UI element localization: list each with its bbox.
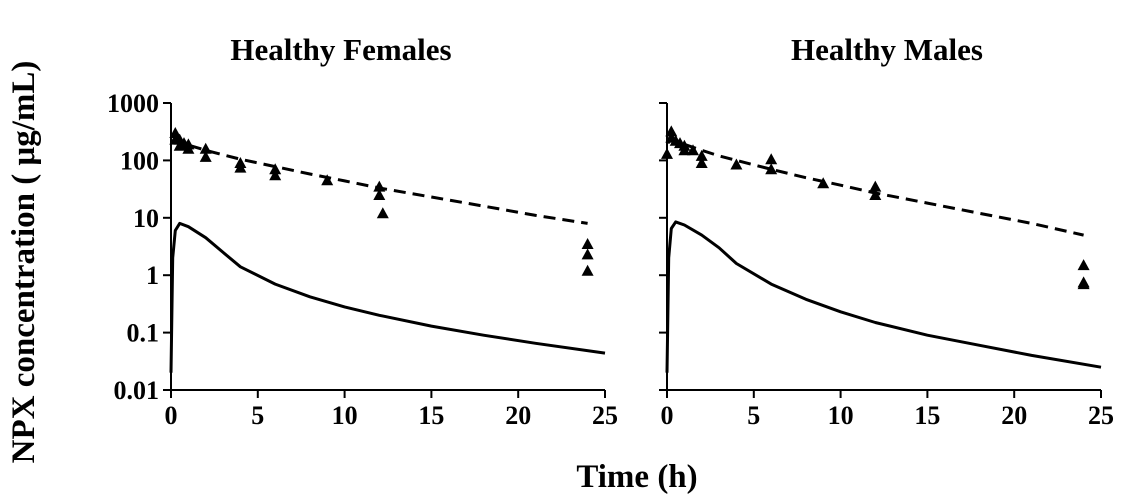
observed-point-marker	[695, 149, 708, 161]
y-tick-label: 0.01	[114, 376, 160, 405]
x-tick-label: 0	[165, 401, 178, 430]
observed-point-marker	[581, 238, 594, 249]
observed-point-marker	[581, 248, 594, 260]
observed-point-marker	[817, 177, 830, 189]
observed-point-marker	[581, 264, 594, 276]
y-tick-label: 1000	[107, 89, 159, 118]
observed-point-marker	[234, 161, 247, 173]
observed-point-marker	[169, 127, 182, 138]
x-tick-label: 5	[747, 401, 760, 430]
x-tick-label: 15	[914, 401, 940, 430]
dashed-curve-line	[666, 138, 1084, 237]
x-tick-label: 5	[251, 401, 264, 430]
chart-marks: 0 5 10 15 20 25 0.01 0.1 1 10 100 1000	[107, 89, 618, 430]
x-tick-label: 25	[1088, 401, 1114, 430]
observed-point-marker	[665, 125, 678, 137]
x-tick-label: 0	[661, 401, 674, 430]
panel-title: Healthy Males	[791, 32, 983, 67]
x-tick-label: 15	[418, 401, 444, 430]
y-tick-label: 1	[146, 261, 159, 290]
y-tick-label: 10	[133, 204, 159, 233]
observed-point-marker	[869, 180, 882, 192]
x-tick-label: 20	[505, 401, 531, 430]
observed-point-marker	[687, 144, 699, 156]
observed-point-marker	[182, 142, 195, 154]
observed-point-marker	[199, 150, 212, 162]
y-axis-label: NPX concentration ( μg/mL)	[6, 61, 42, 464]
observed-point-marker	[373, 180, 386, 192]
observed-point-marker	[661, 147, 673, 159]
x-tick-label: 25	[592, 401, 618, 430]
chart-marks: 0 5 10 15 20 25	[659, 102, 1114, 430]
observed-point-marker	[376, 207, 389, 219]
x-tick-label: 10	[332, 401, 358, 430]
y-tick-label: 0.1	[127, 319, 160, 348]
observed-point-marker	[321, 174, 334, 186]
solid-curve-line	[665, 220, 1102, 373]
observed-point-marker	[269, 163, 282, 175]
x-tick-label: 10	[828, 401, 854, 430]
observed-point-marker	[1077, 259, 1090, 271]
y-tick-label: 100	[120, 146, 159, 175]
observed-point-marker	[269, 169, 282, 181]
observed-point-marker	[765, 153, 778, 165]
observed-point-marker	[869, 189, 882, 200]
x-tick-label: 20	[1001, 401, 1027, 430]
x-axis-label: Time (h)	[576, 459, 697, 495]
observed-point-marker	[695, 157, 708, 168]
panel-healthy-males: Healthy Males 0 5 10 15 20 25	[659, 32, 1114, 430]
observed-point-marker	[373, 189, 386, 200]
observed-point-marker	[730, 158, 743, 170]
panel-title: Healthy Females	[230, 32, 451, 67]
observed-point-marker	[678, 144, 691, 156]
panel-healthy-females: Healthy Females 0 5 10 15 20 25 0.01 0.1 1 10 100 1…	[107, 32, 618, 430]
observed-point-marker	[1077, 278, 1090, 290]
observed-point-marker	[765, 163, 778, 175]
solid-curve-line	[169, 221, 606, 373]
observed-point-marker	[199, 142, 212, 154]
